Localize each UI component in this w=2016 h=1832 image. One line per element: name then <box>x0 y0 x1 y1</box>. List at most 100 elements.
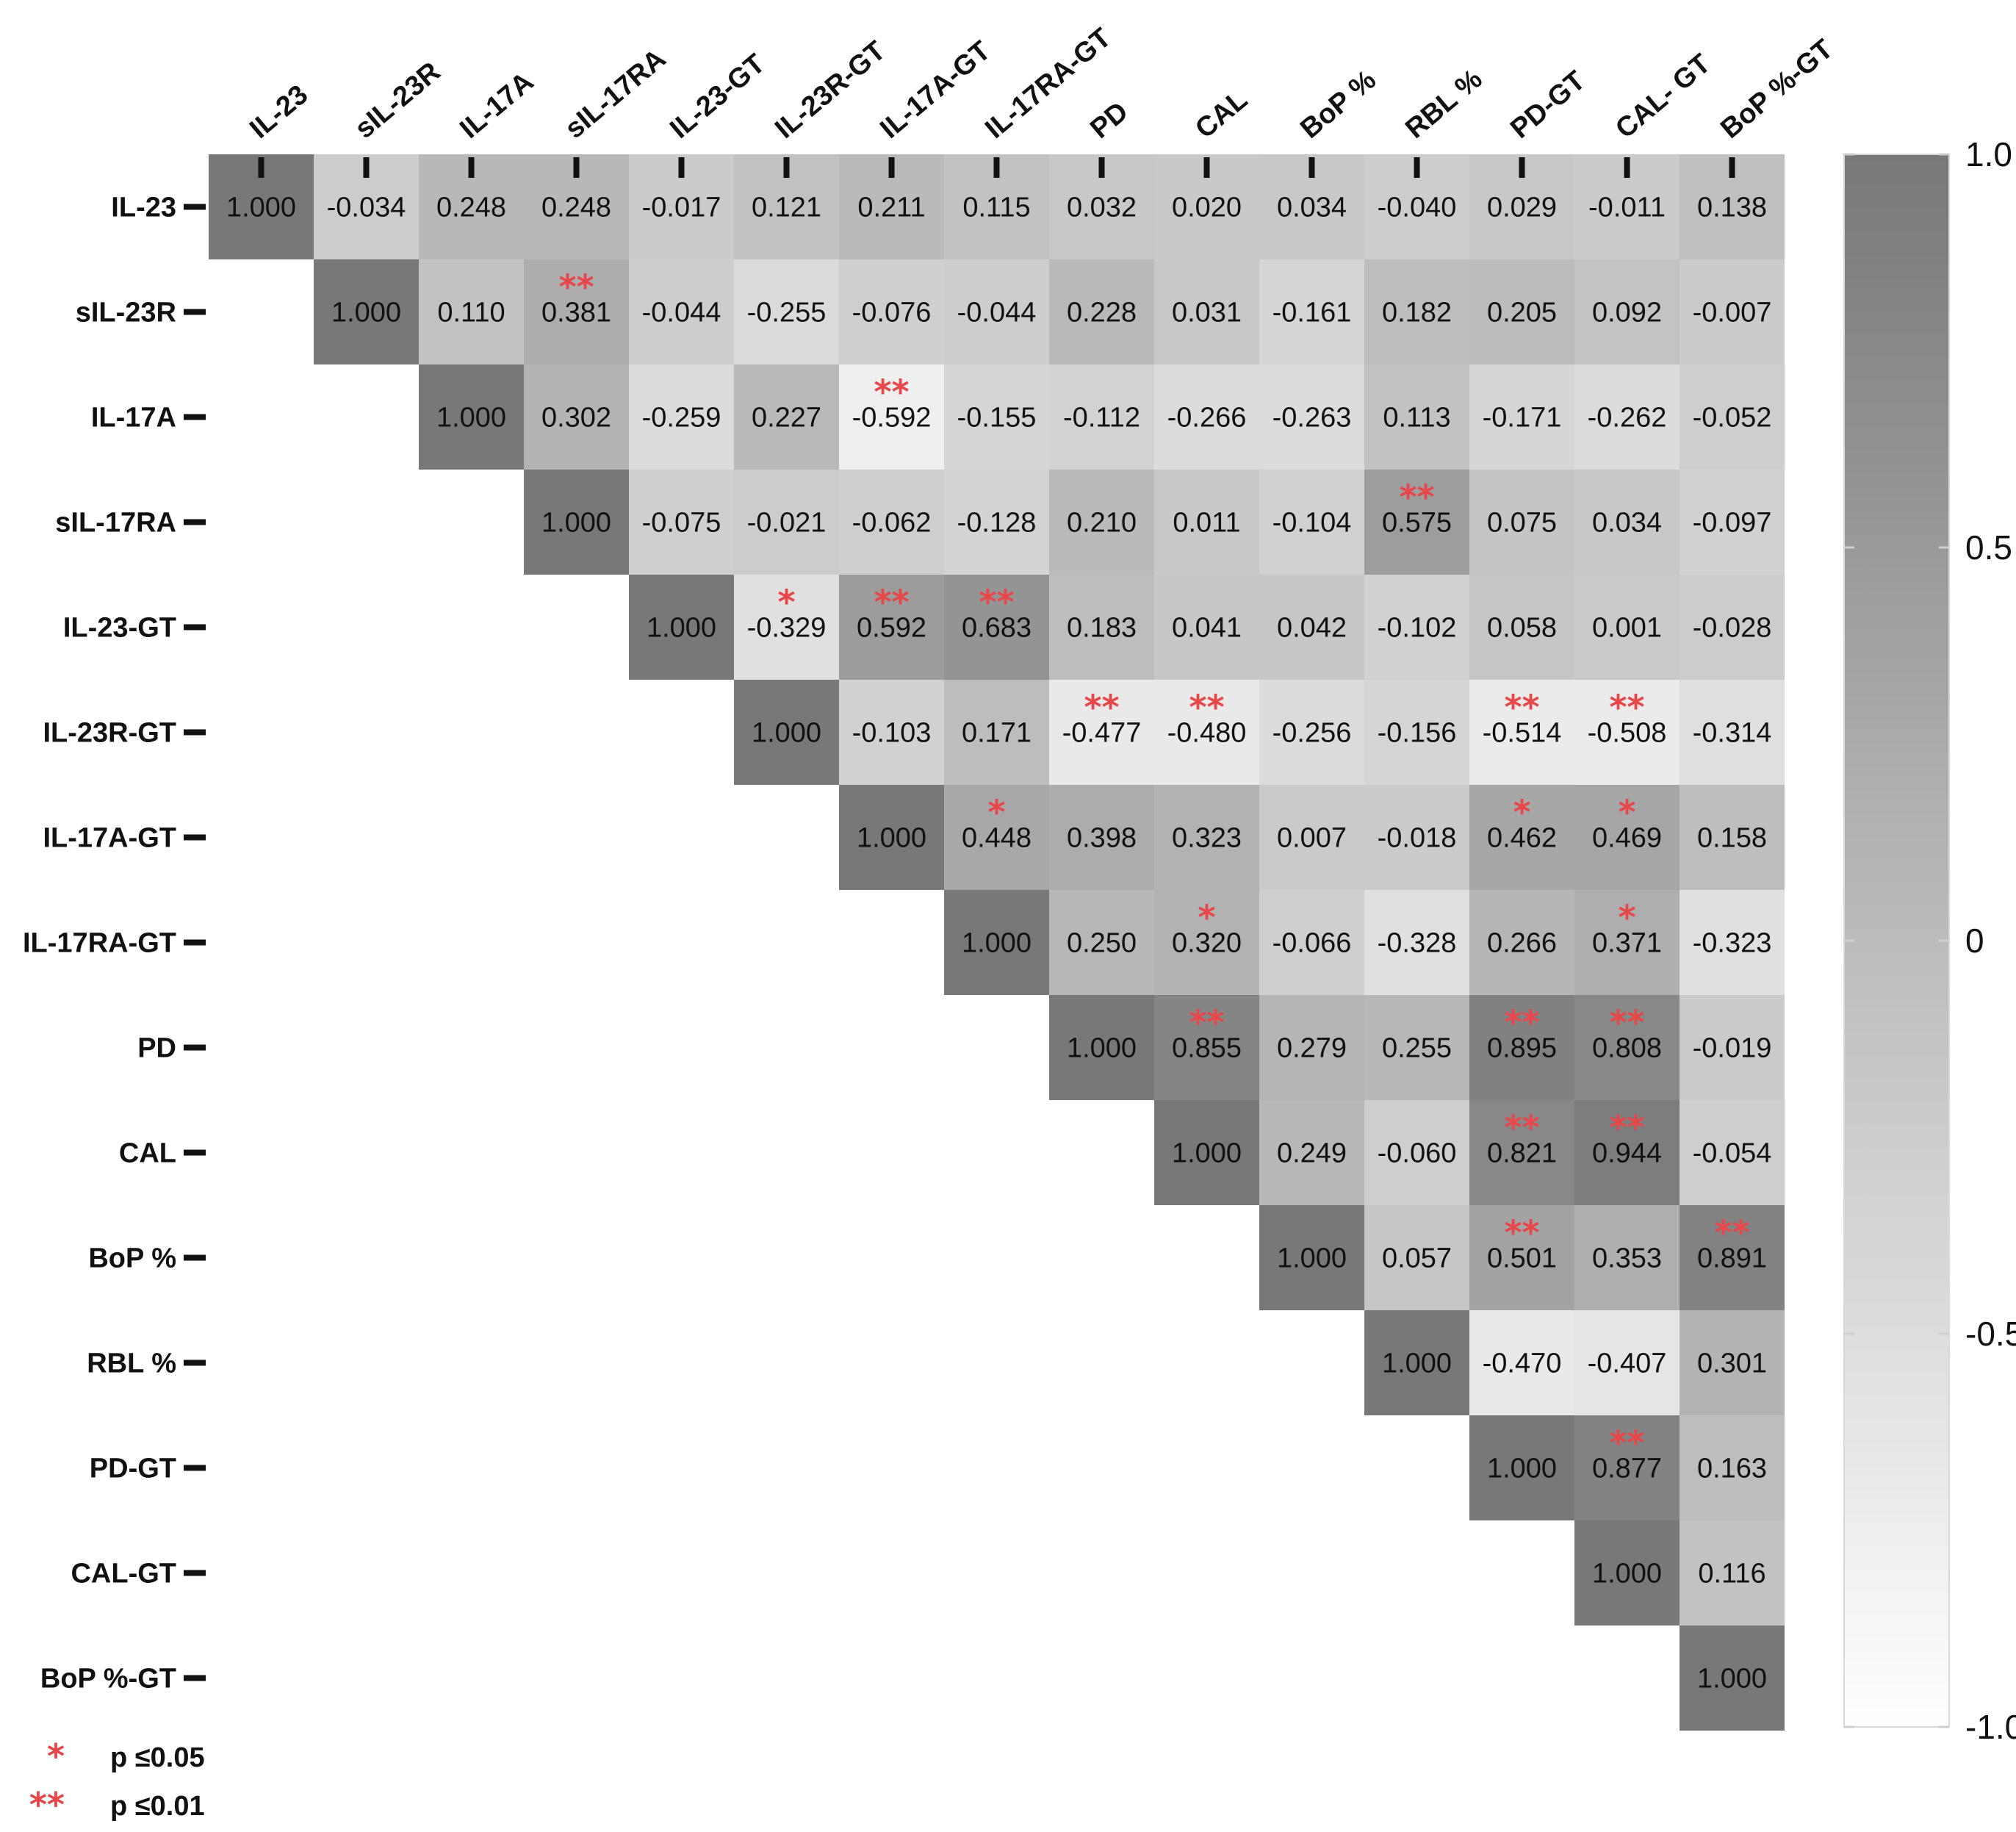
heatmap-cell <box>1259 890 1364 995</box>
heatmap-cell <box>734 470 839 575</box>
heatmap-cell <box>1364 575 1469 680</box>
heatmap-cell <box>1680 575 1785 680</box>
row-label: CAL-GT <box>71 1559 176 1589</box>
cell-value: -0.018 <box>1378 823 1457 854</box>
cell-value: 0.041 <box>1172 613 1242 644</box>
heatmap-cell <box>1680 470 1785 575</box>
heatmap-cell <box>1680 259 1785 364</box>
heatmap-cell <box>524 259 629 364</box>
cell-value: 0.249 <box>1277 1138 1347 1169</box>
cell-value: -0.034 <box>327 193 406 223</box>
row-label: CAL <box>119 1138 176 1169</box>
cell-value: -0.407 <box>1588 1348 1667 1379</box>
row-tick <box>184 1465 206 1471</box>
cell-value: 0.944 <box>1592 1138 1662 1169</box>
significance-star: * <box>1198 898 1215 938</box>
significance-star: ** <box>1504 1108 1539 1148</box>
colorbar-label: 0.5 <box>1965 528 2012 567</box>
cell-value: -0.007 <box>1693 298 1772 328</box>
row-tick <box>184 1044 206 1051</box>
row-tick <box>184 729 206 736</box>
cell-value: -0.066 <box>1272 928 1352 959</box>
heatmap-cell <box>524 364 629 470</box>
heatmap-cell <box>419 364 524 470</box>
heatmap-cell <box>1574 890 1680 995</box>
heatmap-cell <box>1259 575 1364 680</box>
legend-label: p ≤0.05 <box>110 1742 205 1773</box>
cell-value: 0.011 <box>1173 508 1240 539</box>
heatmap-cell <box>1259 680 1364 785</box>
cell-value: 0.205 <box>1487 298 1557 328</box>
column-tick <box>1729 157 1735 178</box>
heatmap-cell <box>1364 259 1469 364</box>
cell-value: -0.044 <box>642 298 721 328</box>
cell-value: 0.301 <box>1697 1348 1767 1379</box>
row-label: IL-17RA-GT <box>23 928 176 959</box>
cell-value: 0.302 <box>541 403 611 434</box>
cell-value: 0.163 <box>1697 1454 1767 1484</box>
colorbar-label: -1.0 <box>1965 1708 2016 1746</box>
significance-star: ** <box>1609 688 1644 728</box>
cell-value: -0.477 <box>1062 718 1142 749</box>
cell-value: 0.227 <box>752 403 821 434</box>
cell-value: 0.808 <box>1592 1033 1662 1064</box>
colorbar-label: 0 <box>1965 922 1984 960</box>
heatmap-cell <box>1259 995 1364 1100</box>
row-tick <box>184 1254 206 1261</box>
heatmap-cell <box>1680 680 1785 785</box>
cell-value: 1.000 <box>962 928 1032 959</box>
cell-value: 0.320 <box>1172 928 1242 959</box>
heatmap-cell <box>1469 785 1574 890</box>
heatmap-cell <box>1680 995 1785 1100</box>
cell-value: 0.113 <box>1383 403 1450 434</box>
cell-value: -0.060 <box>1378 1138 1457 1169</box>
heatmap-cell <box>1680 1310 1785 1415</box>
row-label: sIL-17RA <box>55 508 176 539</box>
cell-value: 1.000 <box>752 718 821 749</box>
cell-value: 0.032 <box>1067 193 1137 223</box>
legend-stars: * <box>47 1736 65 1776</box>
heatmap-cell <box>629 470 734 575</box>
cell-value: 0.029 <box>1487 193 1557 223</box>
cell-value: -0.044 <box>957 298 1037 328</box>
cell-value: 0.398 <box>1067 823 1137 854</box>
cell-value: 1.000 <box>1277 1243 1347 1274</box>
significance-star: * <box>777 583 795 622</box>
cell-value: 0.228 <box>1067 298 1137 328</box>
cell-value: 0.034 <box>1277 193 1347 223</box>
heatmap-cell <box>314 259 419 364</box>
heatmap-cell <box>734 680 839 785</box>
column-tick <box>468 157 475 178</box>
heatmap-cell <box>944 890 1049 995</box>
heatmap-cell <box>1154 364 1259 470</box>
row-label: RBL % <box>87 1348 176 1379</box>
heatmap-cell <box>1680 1415 1785 1520</box>
column-label: CAL- GT <box>1610 49 1716 145</box>
heatmap-cell <box>1680 1205 1785 1310</box>
cell-value: -0.259 <box>642 403 721 434</box>
column-tick <box>258 157 264 178</box>
row-tick <box>184 1675 206 1681</box>
cell-value: -0.155 <box>957 403 1037 434</box>
cell-value: 0.469 <box>1592 823 1662 854</box>
cell-value: -0.508 <box>1588 718 1667 749</box>
heatmap-cell <box>1469 575 1574 680</box>
column-tick <box>1624 157 1630 178</box>
cell-value: -0.171 <box>1483 403 1562 434</box>
cell-value: 0.877 <box>1592 1454 1662 1484</box>
significance-star: * <box>1513 793 1530 833</box>
column-tick <box>1203 157 1210 178</box>
heatmap-cell <box>839 364 944 470</box>
cell-value: 0.575 <box>1382 508 1452 539</box>
heatmap-cell <box>734 575 839 680</box>
cell-value: 0.381 <box>541 298 611 328</box>
cell-value: 0.183 <box>1067 613 1137 644</box>
heatmap-cell <box>629 575 734 680</box>
cell-value: 0.353 <box>1592 1243 1662 1274</box>
heatmap-cell <box>1574 995 1680 1100</box>
cell-value: -0.021 <box>747 508 827 539</box>
heatmap-cell <box>1154 680 1259 785</box>
cell-value: 0.116 <box>1698 1559 1765 1589</box>
column-tick <box>1519 157 1525 178</box>
heatmap-cell <box>1259 259 1364 364</box>
